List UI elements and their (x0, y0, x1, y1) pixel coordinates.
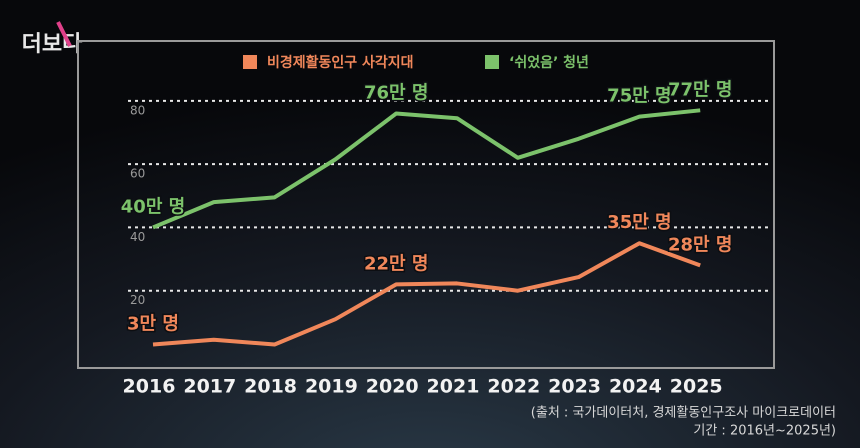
y-tick-label: 40 (130, 230, 145, 244)
data-label: 77만 명 (668, 79, 732, 100)
logo: 더보다 (22, 32, 83, 57)
data-label: 3만 명 (127, 314, 179, 335)
x-tick-label: 2021 (427, 376, 480, 398)
data-label: 22만 명 (364, 253, 428, 274)
data-label: 76만 명 (364, 82, 428, 103)
source: 기간 : 2016년~2025년) (693, 424, 836, 439)
data-label: 35만 명 (607, 212, 671, 233)
x-tick-label: 2019 (305, 376, 358, 398)
data-label: 75만 명 (607, 86, 671, 107)
x-tick-label: 2016 (123, 376, 176, 398)
x-tick-label: 2023 (548, 376, 601, 398)
line (152, 108, 701, 230)
data-label: 28만 명 (668, 234, 732, 255)
x-tick-label: 2018 (244, 376, 297, 398)
x-tick-label: 2022 (487, 376, 540, 398)
legend-label: 비경제활동인구 사각지대 (267, 54, 414, 71)
logo-accent (56, 21, 72, 47)
source: (출처 : 국가데이터처, 경제활동인구조사 마이크로데이터 (531, 406, 836, 421)
x-tick-label: 2024 (609, 376, 662, 398)
y-tick-label: 80 (130, 103, 145, 117)
legend-swatch (485, 55, 499, 69)
legend-swatch (243, 55, 257, 69)
x-tick-label: 2025 (670, 376, 723, 398)
x-tick-label: 2020 (366, 376, 419, 398)
legend-label: ‘쉬었음’ 청년 (509, 55, 589, 71)
chart-frame (77, 40, 775, 369)
line (152, 241, 701, 347)
y-tick-label: 20 (130, 293, 145, 307)
x-tick-label: 2017 (183, 376, 236, 398)
data-label: 40만 명 (121, 196, 185, 217)
y-tick-label: 60 (130, 167, 145, 181)
